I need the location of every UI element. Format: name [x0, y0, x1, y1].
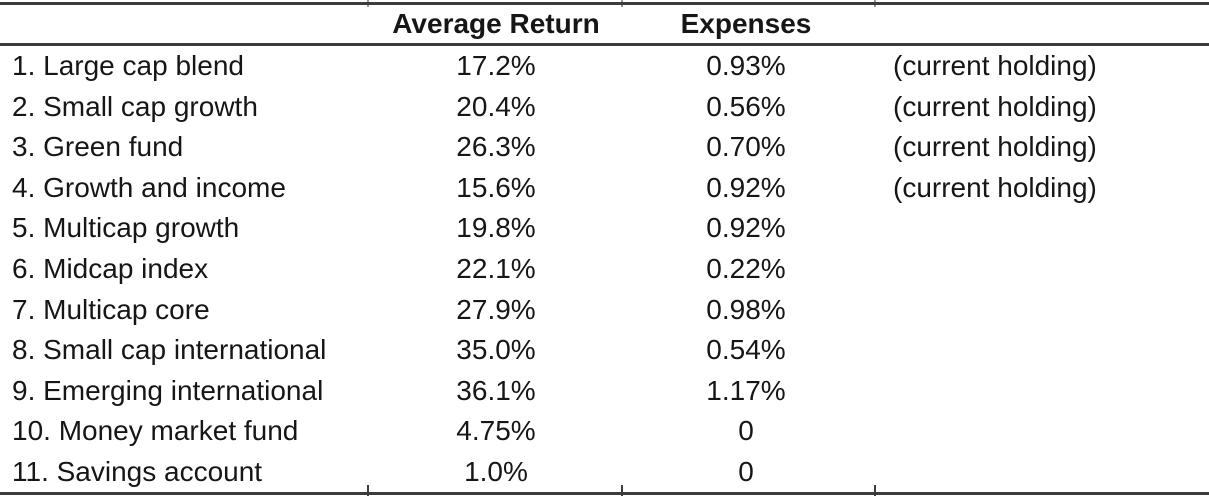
avg-return-cell: 26.3% — [456, 131, 536, 163]
avg-return-cell: 17.2% — [456, 50, 536, 82]
table-row: 7. Multicap core 27.9% 0.98% — [0, 289, 1209, 330]
avg-return-cell: 22.1% — [456, 253, 536, 284]
fund-name-cell: 5. Multicap growth — [12, 212, 240, 244]
table-bottom-rule — [0, 492, 1209, 495]
fund-name-cell: 6. Midcap index — [12, 253, 209, 284]
table-row: 6. Midcap index 22.1% 0.22% — [0, 249, 1209, 290]
fund-name-cell: 7. Multicap core — [12, 293, 210, 325]
table-row: 3. Green fund 26.3% 0.70% (current holdi… — [0, 127, 1209, 168]
fund-name-cell: 4. Growth and income — [12, 171, 286, 203]
current-holding-note: (current holding) — [893, 131, 1097, 163]
fund-name-cell: 11. Savings account — [12, 455, 263, 487]
column-tick — [367, 485, 369, 496]
table-row: 2. Small cap growth 20.4% 0.56% (current… — [0, 87, 1209, 128]
table-row: 5. Multicap growth 19.8% 0.92% — [0, 208, 1209, 249]
avg-return-cell: 27.9% — [456, 293, 536, 325]
fund-name-cell: 1. Large cap blend — [12, 50, 244, 82]
expenses-cell: 1.17% — [706, 374, 786, 406]
avg-return-cell: 35.0% — [456, 334, 536, 366]
current-holding-note: (current holding) — [893, 90, 1097, 122]
table-row: 4. Growth and income 15.6% 0.92% (curren… — [0, 168, 1209, 209]
current-holding-note: (current holding) — [893, 50, 1097, 82]
table-row: 8. Small cap international 35.0% 0.54% — [0, 330, 1209, 371]
table-row: 9. Emerging international 36.1% 1.17% — [0, 370, 1209, 411]
column-tick — [621, 485, 623, 496]
header-separator-rule — [0, 43, 1209, 46]
table-body: 1. Large cap blend 17.2% 0.93% (current … — [0, 46, 1209, 492]
expenses-cell: 0.54% — [706, 334, 786, 366]
column-tick — [367, 0, 369, 7]
avg-return-cell: 4.75% — [456, 415, 536, 447]
col-header-avg-return: Average Return — [392, 8, 600, 39]
expenses-cell: 0.93% — [706, 50, 786, 82]
avg-return-cell: 1.0% — [464, 455, 528, 487]
expenses-cell: 0.70% — [706, 131, 786, 163]
table-top-rule — [0, 2, 1209, 5]
expenses-cell: 0.98% — [706, 293, 786, 325]
column-tick — [621, 0, 623, 7]
avg-return-cell: 19.8% — [456, 212, 536, 244]
table-row: 11. Savings account 1.0% 0 — [0, 451, 1209, 492]
table-row: 10. Money market fund 4.75% 0 — [0, 411, 1209, 452]
table-header-row: Average Return Expenses — [0, 5, 1209, 43]
expenses-cell: 0.92% — [706, 212, 786, 244]
column-tick — [874, 0, 876, 7]
fund-name-cell: 8. Small cap international — [12, 334, 327, 366]
expenses-cell: 0 — [738, 455, 754, 487]
avg-return-cell: 15.6% — [456, 171, 536, 203]
expenses-cell: 0.56% — [706, 90, 786, 122]
col-header-expenses: Expenses — [680, 8, 812, 39]
fund-name-cell: 10. Money market fund — [12, 415, 299, 447]
expenses-cell: 0 — [738, 415, 754, 447]
fund-name-cell: 3. Green fund — [12, 131, 184, 163]
table-row: 1. Large cap blend 17.2% 0.93% (current … — [0, 46, 1209, 87]
expenses-cell: 0.22% — [706, 253, 786, 284]
avg-return-cell: 20.4% — [456, 90, 536, 122]
current-holding-note: (current holding) — [893, 171, 1097, 203]
avg-return-cell: 36.1% — [456, 374, 536, 406]
fund-name-cell: 2. Small cap growth — [12, 90, 258, 122]
fund-name-cell: 9. Emerging international — [12, 374, 324, 406]
expenses-cell: 0.92% — [706, 171, 786, 203]
column-tick — [874, 485, 876, 496]
